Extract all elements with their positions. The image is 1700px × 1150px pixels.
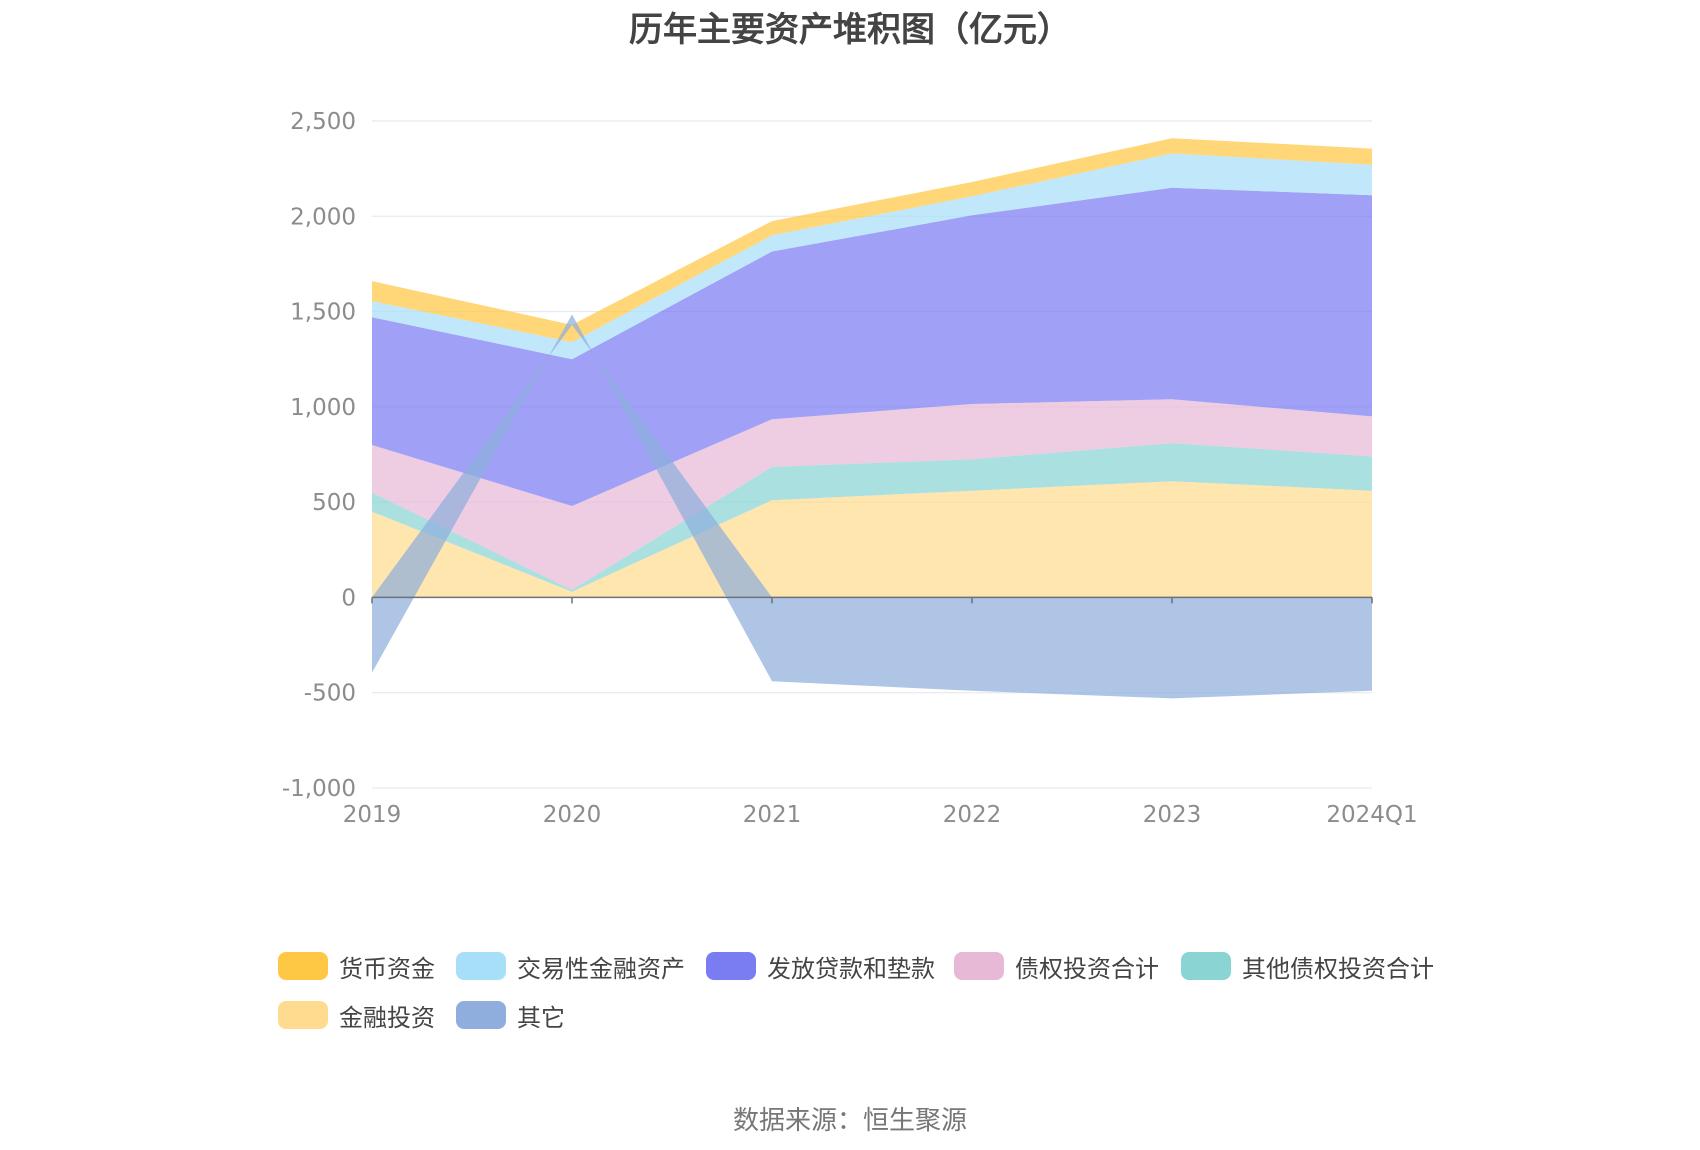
- legend-label: 交易性金融资产: [517, 954, 685, 983]
- area-金融投资: [372, 481, 1372, 598]
- legend-label: 发放贷款和垫款: [767, 954, 935, 983]
- legend-item[interactable]: 其他债权投资合计: [1181, 950, 1434, 983]
- area-交易性金融资产: [372, 153, 1372, 360]
- legend-label: 其它: [517, 1003, 565, 1032]
- legend-item[interactable]: 货币资金: [278, 950, 435, 983]
- legend-swatch: [456, 952, 506, 980]
- legend-swatch: [278, 952, 328, 980]
- y-tick-label: 500: [312, 490, 356, 516]
- x-tick-label: 2021: [743, 802, 802, 828]
- y-tick-label: 2,000: [290, 204, 356, 230]
- area-其他债权投资合计: [372, 443, 1372, 592]
- legend-swatch: [706, 952, 756, 980]
- tick-labels: -1,000 -500 0 500 1,000 1,500 2,000 2,500 2019 20…: [282, 109, 1418, 828]
- y-tick-label: 0: [341, 585, 356, 611]
- legend-item[interactable]: 其它: [456, 999, 565, 1032]
- y-tick-label: 1,500: [290, 300, 356, 326]
- area-其它: [372, 314, 1372, 699]
- x-tick-label: 2023: [1143, 802, 1202, 828]
- legend-swatch: [278, 1001, 328, 1029]
- x-tick-label: 2019: [343, 802, 402, 828]
- area-发放贷款和垫款: [372, 187, 1372, 506]
- legend-label: 其他债权投资合计: [1242, 954, 1434, 983]
- area-货币资金: [372, 138, 1372, 343]
- y-tick-label: 1,000: [290, 395, 356, 421]
- x-axis: [371, 596, 1373, 604]
- legend-label: 债权投资合计: [1015, 954, 1159, 983]
- x-tick-label: 2024Q1: [1326, 802, 1417, 828]
- legend-swatch: [1181, 952, 1231, 980]
- legend-item[interactable]: 交易性金融资产: [456, 950, 685, 983]
- legend-swatch: [456, 1001, 506, 1029]
- x-tick-label: 2020: [543, 802, 602, 828]
- legend-swatch: [954, 952, 1004, 980]
- y-tick-label: -1,000: [282, 776, 356, 802]
- y-tick-label: 2,500: [290, 109, 356, 135]
- y-tick-label: -500: [304, 681, 356, 707]
- legend-label: 金融投资: [339, 1003, 435, 1032]
- area-债权投资合计: [372, 399, 1372, 590]
- legend-label: 货币资金: [339, 954, 435, 983]
- legend-item[interactable]: 债权投资合计: [954, 950, 1159, 983]
- data-source-note: 数据来源：恒生聚源: [732, 1106, 967, 1136]
- area-series-layer: [372, 138, 1372, 699]
- chart-title: 历年主要资产堆积图（亿元）: [629, 10, 1071, 50]
- legend-item[interactable]: 金融投资: [278, 999, 435, 1032]
- legend-item[interactable]: 发放贷款和垫款: [706, 950, 935, 983]
- x-tick-label: 2022: [943, 802, 1002, 828]
